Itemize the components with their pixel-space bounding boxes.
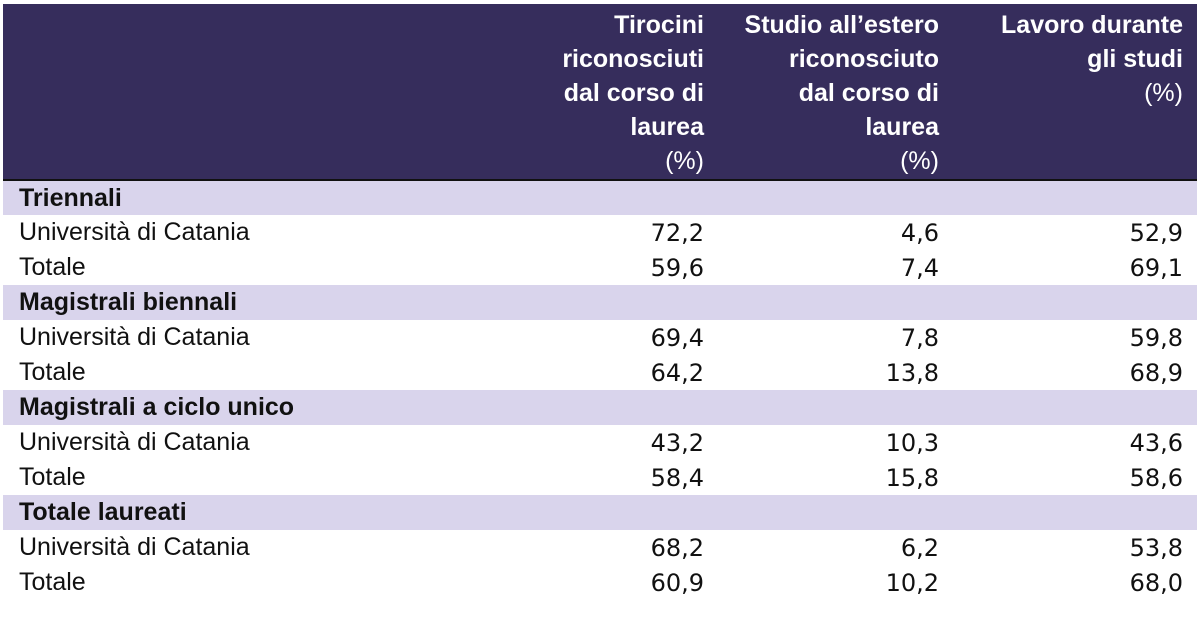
group-title: Totale laureati (3, 495, 1197, 530)
header-tirocini: Tirocini riconosciuti dal corso di laure… (453, 4, 718, 181)
header-line: Tirocini (614, 11, 704, 39)
row-label: Totale (3, 250, 453, 285)
group-row-magistrali-biennali: Magistrali biennali (3, 285, 1197, 320)
data-table: Tirocini riconosciuti dal corso di laure… (3, 4, 1197, 600)
row-label: Totale (3, 460, 453, 495)
value-tirocini: 59,6 (453, 250, 718, 285)
value-tirocini: 58,4 (453, 460, 718, 495)
group-row-magistrali-ciclo-unico: Magistrali a ciclo unico (3, 390, 1197, 425)
value-lavoro: 52,9 (953, 215, 1197, 250)
header-line: gli studi (1087, 45, 1183, 73)
group-title: Magistrali a ciclo unico (3, 390, 1197, 425)
table-row: Totale 58,4 15,8 58,6 (3, 460, 1197, 495)
row-label: Università di Catania (3, 530, 453, 565)
value-studio-estero: 4,6 (718, 215, 953, 250)
table-row: Totale 59,6 7,4 69,1 (3, 250, 1197, 285)
value-lavoro: 58,6 (953, 460, 1197, 495)
header-line: riconosciuti (562, 45, 704, 73)
table-row: Totale 64,2 13,8 68,9 (3, 355, 1197, 390)
value-tirocini: 60,9 (453, 565, 718, 600)
value-studio-estero: 7,4 (718, 250, 953, 285)
header-unit: (%) (665, 147, 704, 175)
value-lavoro: 68,0 (953, 565, 1197, 600)
value-lavoro: 53,8 (953, 530, 1197, 565)
header-line: riconosciuto (788, 45, 939, 73)
header-empty-cell (3, 4, 453, 181)
group-title: Triennali (3, 180, 1197, 215)
value-studio-estero: 6,2 (718, 530, 953, 565)
header-line: Studio all’estero (744, 11, 939, 39)
group-title: Magistrali biennali (3, 285, 1197, 320)
table-row: Università di Catania 69,4 7,8 59,8 (3, 320, 1197, 355)
header-studio-estero: Studio all’estero riconosciuto dal corso… (718, 4, 953, 181)
row-label: Università di Catania (3, 320, 453, 355)
row-label: Università di Catania (3, 215, 453, 250)
header-row: Tirocini riconosciuti dal corso di laure… (3, 4, 1197, 181)
header-line: dal corso di (798, 79, 939, 107)
group-row-triennali: Triennali (3, 180, 1197, 215)
value-studio-estero: 10,3 (718, 425, 953, 460)
value-tirocini: 72,2 (453, 215, 718, 250)
table-body: Triennali Università di Catania 72,2 4,6… (3, 180, 1197, 600)
value-tirocini: 43,2 (453, 425, 718, 460)
value-lavoro: 59,8 (953, 320, 1197, 355)
value-lavoro: 43,6 (953, 425, 1197, 460)
table-row: Università di Catania 43,2 10,3 43,6 (3, 425, 1197, 460)
table-row: Totale 60,9 10,2 68,0 (3, 565, 1197, 600)
table-header: Tirocini riconosciuti dal corso di laure… (3, 4, 1197, 181)
value-studio-estero: 15,8 (718, 460, 953, 495)
header-line: laurea (865, 113, 939, 141)
value-studio-estero: 7,8 (718, 320, 953, 355)
table-row: Università di Catania 72,2 4,6 52,9 (3, 215, 1197, 250)
value-tirocini: 68,2 (453, 530, 718, 565)
table-row: Università di Catania 68,2 6,2 53,8 (3, 530, 1197, 565)
value-lavoro: 68,9 (953, 355, 1197, 390)
header-line: Lavoro durante (1001, 11, 1183, 39)
header-unit: (%) (900, 147, 939, 175)
row-label: Totale (3, 355, 453, 390)
value-studio-estero: 10,2 (718, 565, 953, 600)
value-tirocini: 64,2 (453, 355, 718, 390)
group-row-totale-laureati: Totale laureati (3, 495, 1197, 530)
header-line: laurea (630, 113, 704, 141)
header-line: dal corso di (563, 79, 704, 107)
value-studio-estero: 13,8 (718, 355, 953, 390)
row-label: Totale (3, 565, 453, 600)
header-lavoro: Lavoro durante gli studi (%) (953, 4, 1197, 181)
header-unit: (%) (1144, 79, 1183, 107)
value-lavoro: 69,1 (953, 250, 1197, 285)
value-tirocini: 69,4 (453, 320, 718, 355)
row-label: Università di Catania (3, 425, 453, 460)
